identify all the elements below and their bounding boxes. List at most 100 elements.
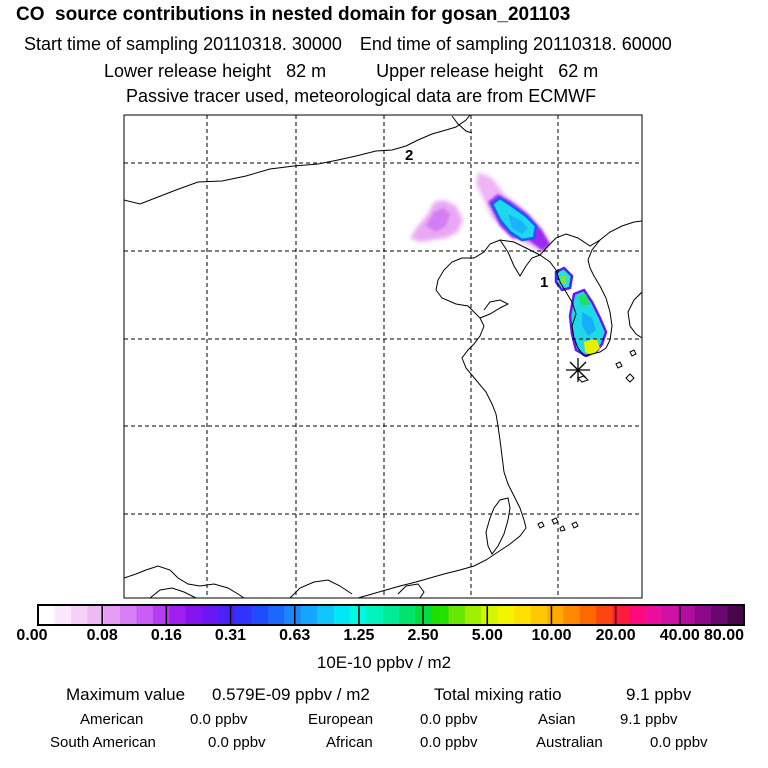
receptor-asterisk: [566, 358, 590, 382]
colorbar-cell: [185, 605, 203, 625]
end-time-value: 20110318. 60000: [533, 34, 672, 54]
max-value: 0.579E-09 ppbv / m2: [212, 685, 370, 704]
islet-2: [629, 349, 637, 357]
coast-korea-west: [539, 254, 585, 357]
region-american-value: 0.0 ppbv: [190, 711, 248, 728]
colorbar-cell: [87, 605, 105, 625]
colorbar-tick-label: 2.50: [407, 627, 439, 644]
region-south-american-value: 0.0 ppbv: [208, 734, 266, 751]
colorbar-tick-label: 80.00: [703, 627, 745, 644]
colorbar-cell: [629, 605, 647, 625]
plume-field: [410, 172, 608, 358]
colorbar-cell: [546, 605, 564, 625]
region-african-name: African: [326, 734, 373, 751]
colorbar-tick-label: 0.16: [150, 627, 182, 644]
colorbar-cell: [579, 605, 597, 625]
colorbar-cell: [300, 605, 318, 625]
colorbar-tick-label: 0.08: [86, 627, 118, 644]
region-american-name: American: [80, 711, 144, 728]
colorbar-cell: [711, 605, 729, 625]
colorbar-cell: [136, 605, 154, 625]
total-mixing-label: Total mixing ratio: [434, 685, 562, 704]
coast-bohai-yellow-sea: [435, 239, 541, 529]
colorbar-cell: [366, 605, 384, 625]
border-inland-southwest-2: [149, 587, 197, 598]
colorbar-cell: [333, 605, 351, 625]
upper-height-label: Upper release height: [376, 61, 544, 81]
release-heights: Lower release height 82 m Upper release h…: [104, 61, 598, 81]
colorbar: [38, 605, 745, 625]
max-value-label: Maximum value: [66, 685, 186, 704]
colorbar-cell: [169, 605, 187, 625]
lower-height-label: Lower release height: [104, 61, 272, 81]
colorbar-cell: [481, 605, 499, 625]
border-inland-south: [289, 579, 353, 598]
jeju-island: [577, 375, 589, 383]
islet-5: [615, 361, 623, 369]
coast-korea-east: [587, 220, 642, 341]
colorbar-tick-label: 0.31: [214, 627, 247, 644]
colorbar-cell: [38, 605, 56, 625]
region-asian-value: 9.1 ppbv: [620, 711, 678, 728]
colorbar-tick-label: 1.25: [343, 627, 375, 644]
coast-shandong: [479, 299, 510, 319]
colorbar-cell: [727, 605, 745, 625]
region-australian-value: 0.0 ppbv: [650, 734, 708, 751]
region-african-value: 0.0 ppbv: [420, 734, 478, 751]
coast-liaodong: [499, 239, 541, 277]
start-time-value: 20110318. 30000: [203, 34, 342, 54]
hainan-island: [397, 583, 425, 598]
plume-inland-west-core: [426, 208, 450, 232]
region-european-value: 0.0 ppbv: [420, 711, 478, 728]
islet-7: [559, 525, 566, 532]
colorbar-cell: [399, 605, 417, 625]
region-south-american-name: South American: [50, 734, 156, 751]
colorbar-cell: [218, 605, 236, 625]
border-china-korea: [539, 233, 601, 256]
colorbar-tick-label: 20.00: [595, 627, 636, 644]
plume-korea-inner: [582, 312, 596, 336]
colorbar-cell: [152, 605, 170, 625]
plume-korea-green: [578, 294, 590, 306]
colorbar-cell: [382, 605, 400, 625]
coast-japan: [627, 291, 642, 339]
colorbar-tick-label: 0.63: [279, 627, 311, 644]
plume-korea-yellow: [584, 338, 600, 356]
colorbar-separators: [101, 605, 681, 625]
colorbar-cell: [612, 605, 630, 625]
colorbar-cell: [514, 605, 532, 625]
islet-1: [625, 373, 635, 383]
islet-3: [537, 521, 545, 529]
tracer-note: Passive tracer used, meteorological data…: [126, 86, 597, 106]
border-north-inner: [451, 115, 473, 134]
colorbar-cell: [497, 605, 515, 625]
region-asian-name: Asian: [538, 711, 576, 728]
colorbar-cell: [284, 605, 302, 625]
map-plot: 1 2: [37, 114, 745, 626]
colorbar-cell: [202, 605, 220, 625]
colorbar-tick-label: 0.00: [16, 627, 48, 644]
colorbar-cell: [235, 605, 253, 625]
colorbar-cell: [103, 605, 121, 625]
colorbar-cell: [596, 605, 614, 625]
colorbar-cell: [448, 605, 466, 625]
coast-korea-south: [583, 339, 611, 357]
colorbar-cell: [415, 605, 433, 625]
colorbar-cell: [678, 605, 696, 625]
coast-china-south: [357, 527, 527, 598]
map-grid: [124, 115, 642, 598]
colorbar-cell: [70, 605, 88, 625]
colorbar-cell: [530, 605, 548, 625]
colorbar-cell: [251, 605, 269, 625]
upper-height-value: 62 m: [558, 61, 599, 81]
chart-title: CO source contributions in nested domain…: [16, 4, 571, 25]
map-frame: [123, 114, 643, 599]
end-time-label: End time of sampling: [359, 34, 528, 54]
colorbar-tick-label: 5.00: [471, 627, 503, 644]
colorbar-cell: [120, 605, 138, 625]
colorbar-unit: 10E-10 ppbv / m2: [316, 653, 452, 672]
colorbar-tick-label: 10.00: [531, 627, 572, 644]
taiwan-island: [485, 497, 511, 555]
colorbar-cell: [432, 605, 450, 625]
coastlines: [124, 115, 642, 598]
